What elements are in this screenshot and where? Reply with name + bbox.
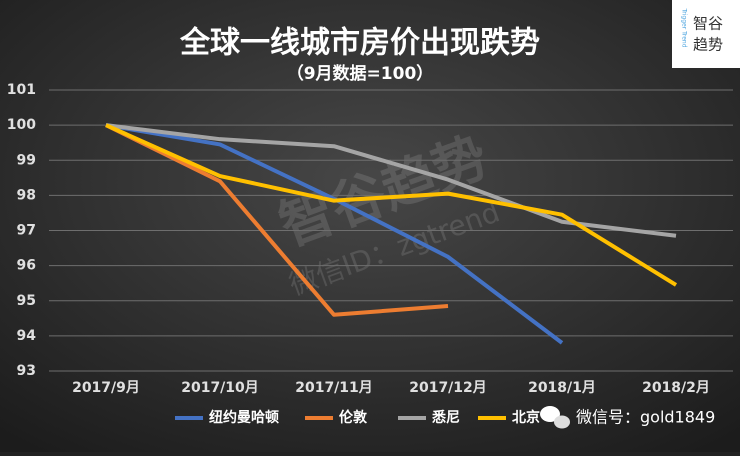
wechat-icon [540,406,560,422]
wechat-icon [554,415,570,429]
y-tick-label: 97 [17,223,36,239]
legend-label: 伦敦 [339,409,368,426]
y-tick-label: 99 [17,152,36,168]
y-tick-label: 96 [17,258,36,274]
logo-brand: Trigger Trend [681,7,688,47]
x-tick-label: 2017/10月 [181,380,259,396]
x-tick-label: 2017/12月 [409,380,487,396]
logo-text: 智谷 [693,15,723,33]
logo-box [672,0,740,68]
legend-label: 纽约曼哈顿 [209,409,279,426]
credit: 微信号：gold1849 [540,406,715,429]
credit-text: 微信号：gold1849 [576,408,715,427]
x-tick-label: 2017/11月 [295,380,373,396]
y-tick-label: 100 [7,117,36,133]
chart-subtitle: （9月数据=100） [287,63,434,84]
chart-title: 全球一线城市房价出现跌势 [179,26,540,61]
y-tick-label: 94 [17,328,37,344]
y-tick-label: 101 [7,82,36,98]
series-line [105,123,678,287]
x-tick-label: 2018/2月 [642,380,710,396]
y-tick-label: 93 [17,363,36,379]
legend-label: 悉尼 [431,409,460,426]
logo: Trigger Trend 智谷 趋势 [672,0,740,68]
logo-text: 趋势 [693,36,723,54]
y-tick-label: 95 [17,293,36,309]
y-tick-label: 98 [17,187,36,203]
x-tick-label: 2018/1月 [528,380,596,396]
series-line [105,123,449,317]
x-tick-label: 2017/9月 [72,380,140,396]
legend-label: 北京 [512,409,540,426]
